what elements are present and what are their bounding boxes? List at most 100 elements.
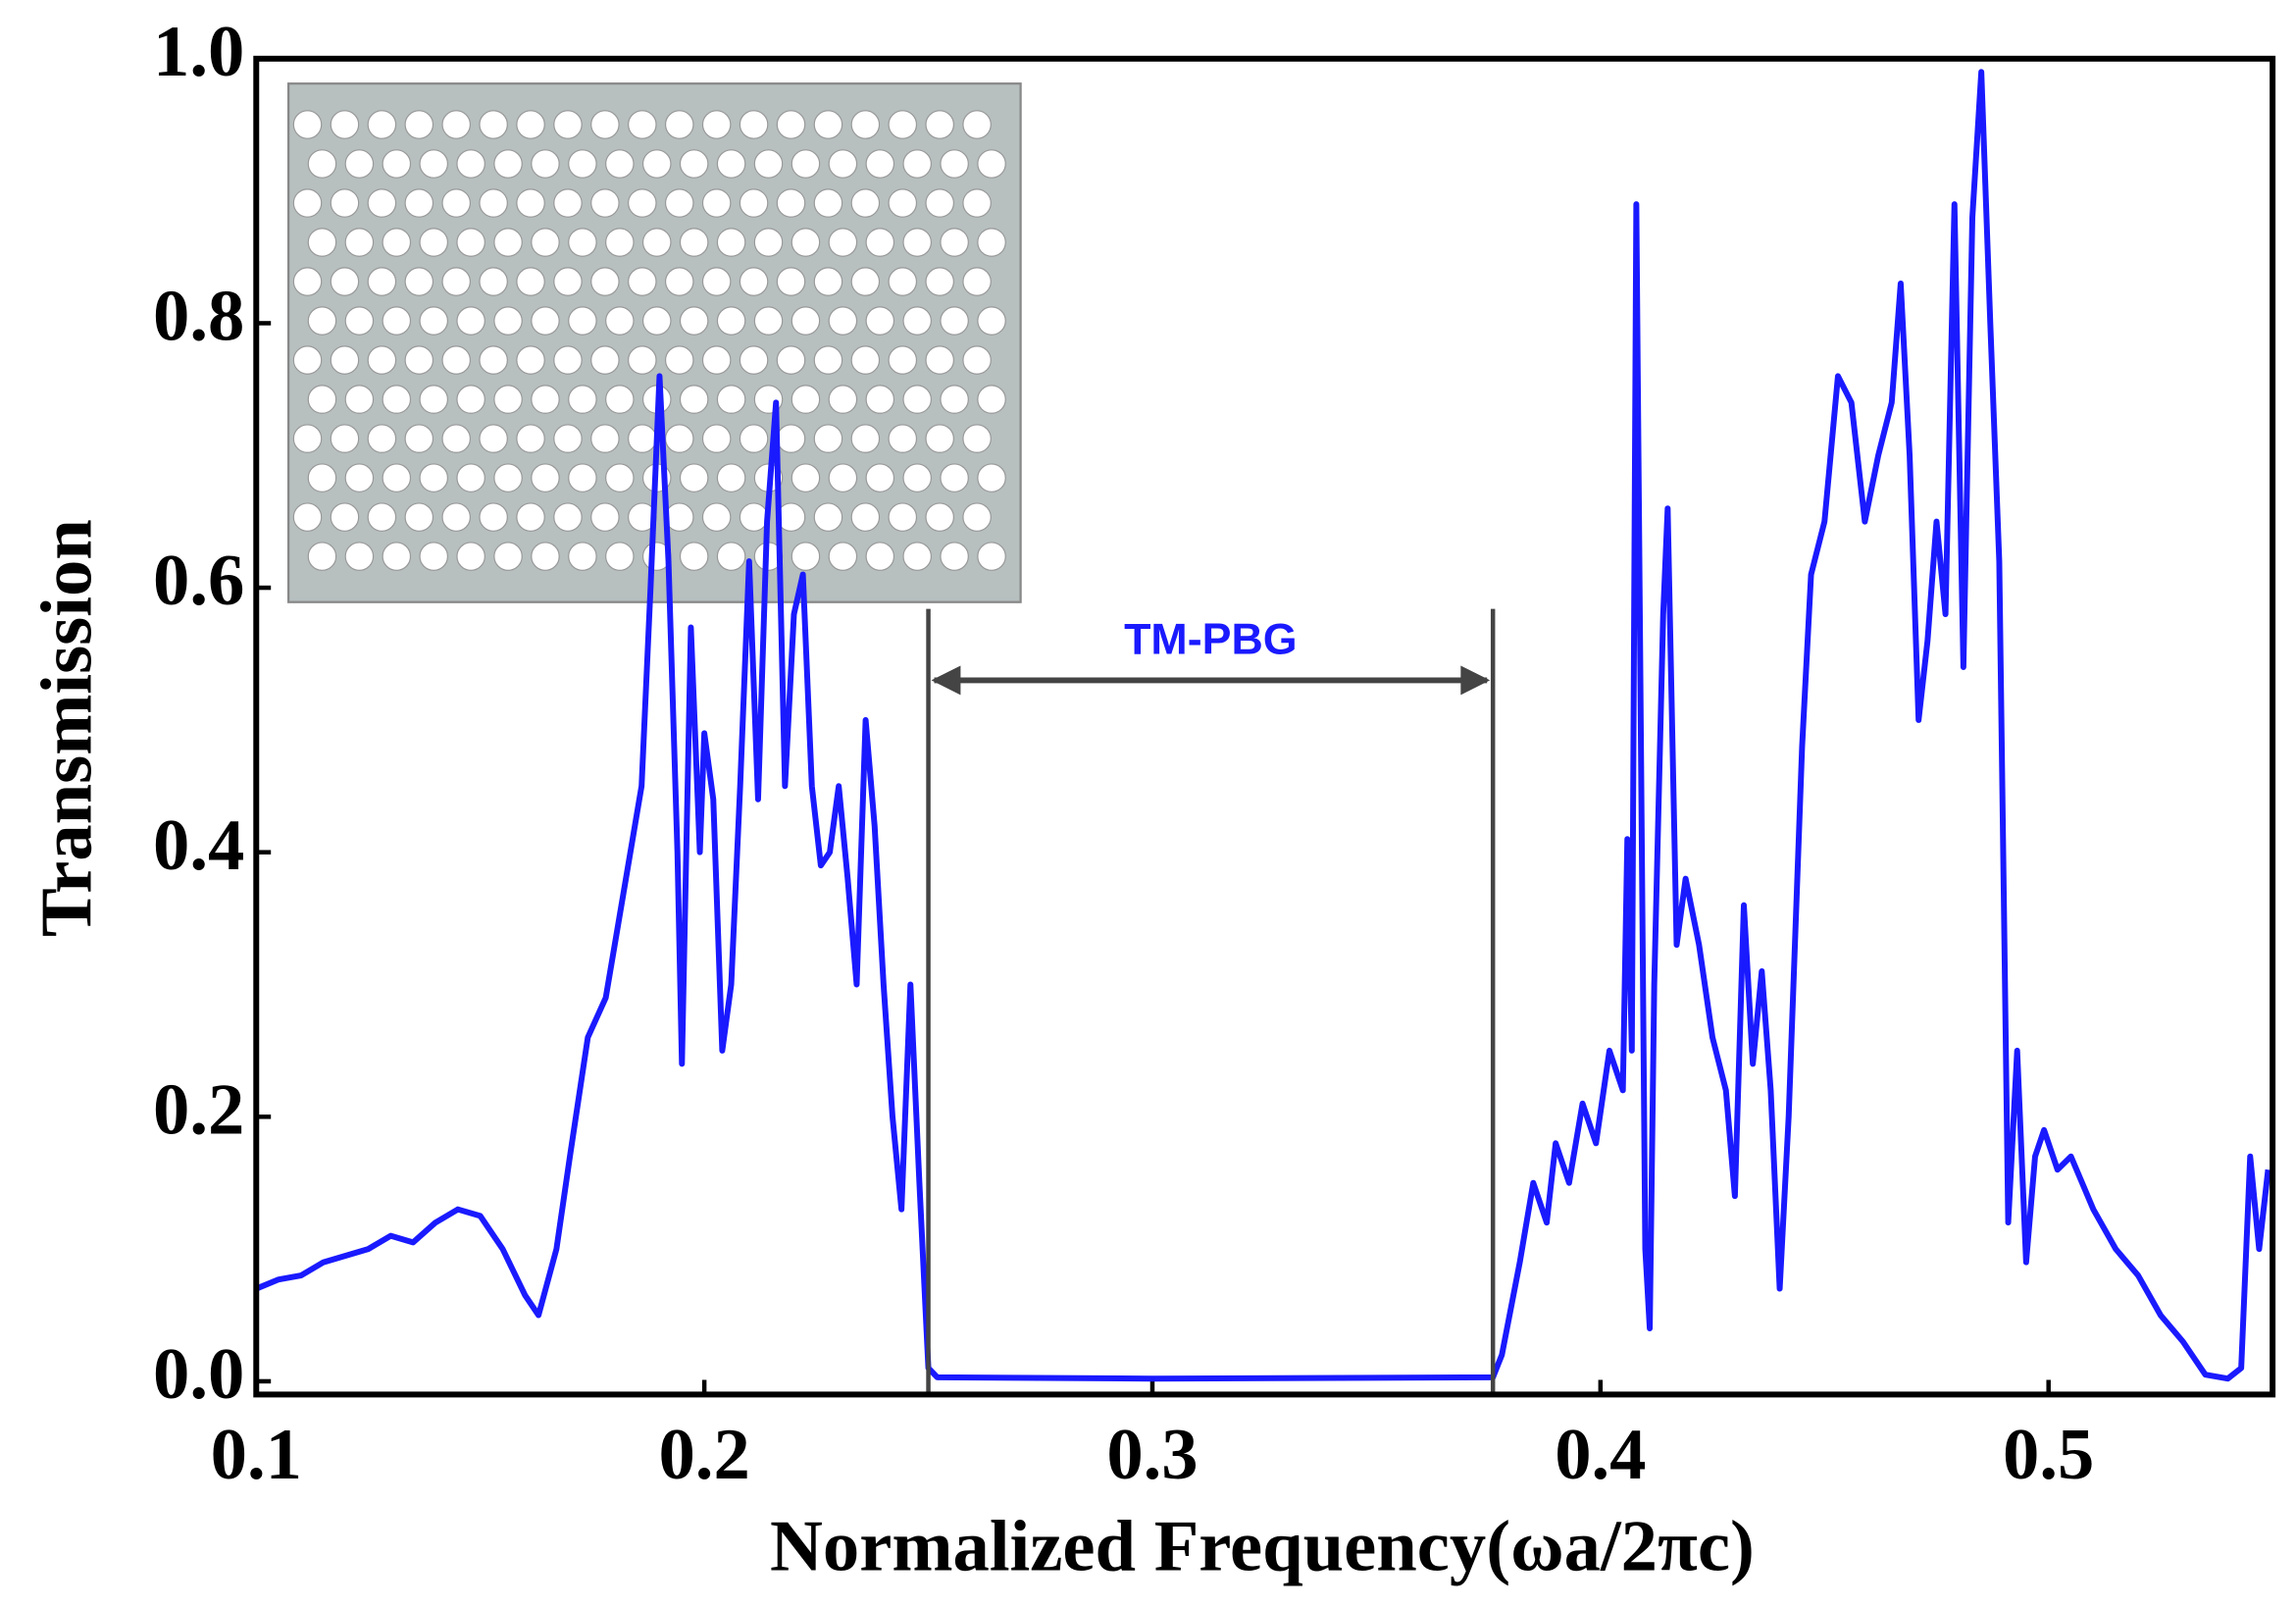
- inset-hole: [367, 502, 397, 532]
- inset-hole: [940, 228, 969, 257]
- inset-hole: [865, 542, 895, 571]
- inset-hole: [791, 385, 821, 414]
- inset-hole: [568, 149, 597, 179]
- inset-hole: [292, 345, 323, 375]
- inset-hole: [590, 502, 620, 532]
- y-tick-label: 0.4: [153, 804, 244, 886]
- inset-hole: [925, 345, 954, 375]
- inset-hole: [641, 306, 672, 336]
- inset-hole: [791, 542, 821, 571]
- inset-hole: [344, 542, 375, 571]
- inset-crystal: [286, 82, 1022, 603]
- inset-hole: [962, 502, 992, 532]
- inset-hole: [664, 267, 694, 296]
- inset-hole: [962, 267, 992, 296]
- inset-hole: [962, 345, 992, 375]
- inset-hole: [553, 110, 583, 139]
- inset-hole: [628, 424, 657, 453]
- inset-hole: [568, 306, 597, 336]
- inset-hole: [888, 424, 918, 453]
- inset-hole: [865, 306, 895, 336]
- inset-hole: [456, 306, 485, 336]
- inset-hole: [865, 149, 895, 179]
- inset-hole: [292, 424, 323, 453]
- inset-hole: [828, 542, 858, 571]
- inset-hole: [664, 345, 694, 375]
- inset-hole: [813, 345, 843, 375]
- inset-hole: [404, 424, 434, 453]
- inset-hole: [940, 306, 969, 336]
- inset-hole: [791, 463, 821, 492]
- x-axis-label: Normalized Frequency(ωa/2πc): [770, 1506, 1755, 1587]
- inset-hole: [716, 228, 746, 257]
- inset-hole: [753, 149, 784, 179]
- inset-hole: [367, 424, 397, 453]
- inset-hole: [292, 502, 323, 532]
- inset-hole: [330, 110, 360, 139]
- inset-hole: [344, 228, 375, 257]
- inset-hole: [828, 306, 858, 336]
- inset-hole: [330, 345, 360, 375]
- y-tick-label: 1.0: [153, 11, 244, 92]
- inset-hole: [628, 345, 657, 375]
- inset-hole: [344, 385, 375, 414]
- inset-hole: [716, 385, 746, 414]
- inset-hole: [716, 306, 746, 336]
- inset-hole: [344, 306, 375, 336]
- inset-hole: [865, 228, 895, 257]
- inset-hole: [590, 188, 620, 218]
- inset-hole: [419, 149, 449, 179]
- inset-hole: [628, 110, 657, 139]
- inset-hole: [367, 345, 397, 375]
- inset-hole: [850, 267, 881, 296]
- inset-hole: [441, 345, 471, 375]
- arrow-head: [931, 665, 961, 696]
- inset-hole: [330, 188, 360, 218]
- inset-hole: [344, 463, 375, 492]
- inset-hole: [553, 424, 583, 453]
- inset-hole: [382, 306, 412, 336]
- inset-hole: [456, 542, 485, 571]
- inset-hole: [962, 110, 992, 139]
- inset-hole: [828, 149, 858, 179]
- inset-hole: [977, 542, 1006, 571]
- inset-hole: [977, 463, 1006, 492]
- inset-hole: [641, 228, 672, 257]
- inset-hole: [962, 424, 992, 453]
- inset-hole: [902, 463, 932, 492]
- inset-hole: [382, 463, 412, 492]
- inset-hole: [292, 110, 323, 139]
- inset-hole: [441, 502, 471, 532]
- inset-hole: [493, 542, 523, 571]
- inset-hole: [716, 542, 746, 571]
- inset-hole: [605, 228, 635, 257]
- inset-hole: [493, 149, 523, 179]
- x-tick-label: 0.3: [1106, 1414, 1198, 1495]
- inset-hole: [791, 149, 821, 179]
- inset-hole: [865, 385, 895, 414]
- inset-hole: [307, 306, 337, 336]
- inset-hole: [590, 345, 620, 375]
- inset-hole: [419, 385, 449, 414]
- inset-hole: [940, 542, 969, 571]
- inset-hole: [307, 463, 337, 492]
- inset-hole: [590, 424, 620, 453]
- inset-hole: [940, 385, 969, 414]
- inset-hole: [664, 110, 694, 139]
- inset-hole: [791, 306, 821, 336]
- inset-hole: [404, 110, 434, 139]
- inset-hole: [553, 502, 583, 532]
- inset-hole: [664, 188, 694, 218]
- inset-hole: [404, 345, 434, 375]
- inset-hole: [330, 502, 360, 532]
- inset-hole: [479, 345, 508, 375]
- inset-hole: [977, 228, 1006, 257]
- inset-hole: [888, 267, 918, 296]
- inset-hole: [701, 424, 732, 453]
- inset-hole: [382, 542, 412, 571]
- inset-hole: [367, 267, 397, 296]
- inset-hole: [739, 345, 769, 375]
- plot-frame: [253, 55, 2276, 1398]
- inset-hole: [292, 188, 323, 218]
- inset-hole: [776, 345, 806, 375]
